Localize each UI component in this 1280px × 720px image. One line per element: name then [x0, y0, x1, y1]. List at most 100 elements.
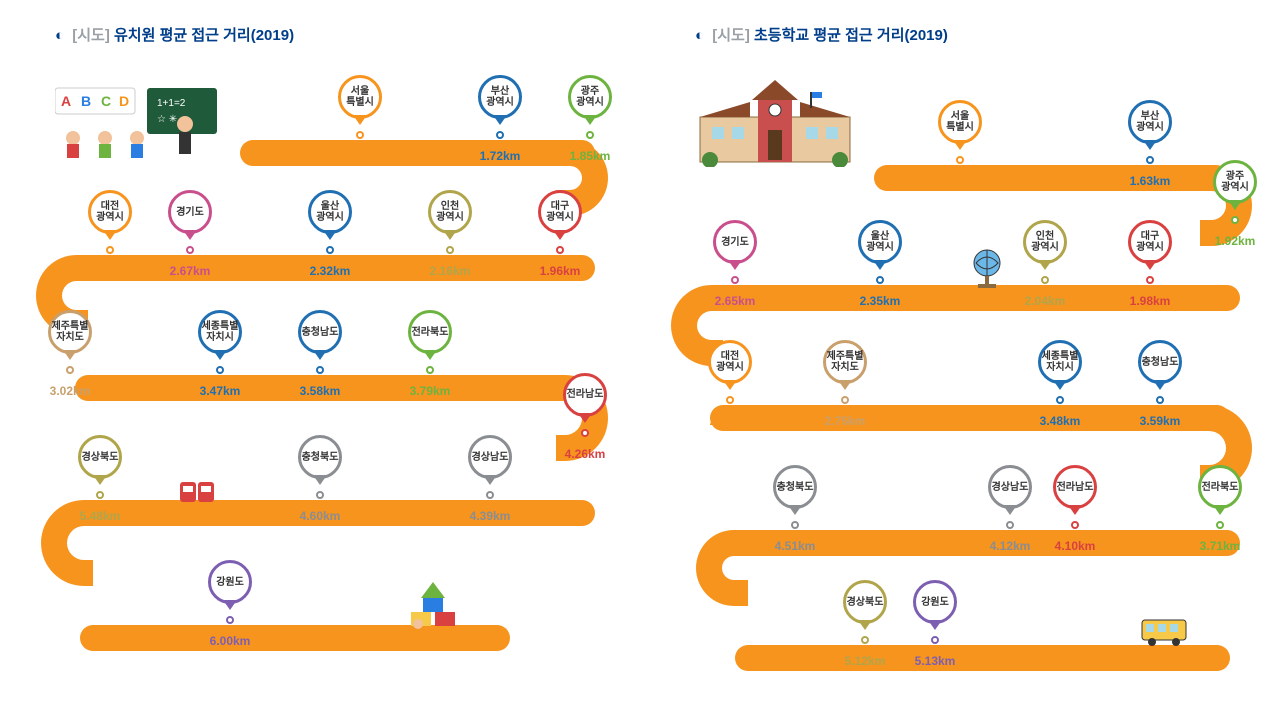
map-pin: 강원도5.13km: [910, 580, 960, 668]
left-title-prefix: [시도]: [72, 27, 110, 44]
pin-head: 전라북도: [1198, 465, 1242, 509]
pin-dot: [106, 246, 114, 254]
pin-dot: [356, 131, 364, 139]
map-pin: 충청남도3.58km: [295, 310, 345, 398]
pin-dot: [446, 246, 454, 254]
svg-text:1+1=2: 1+1=2: [157, 98, 186, 109]
map-pin: 경상북도5.12km: [840, 580, 890, 668]
pin-head: 대전 광역시: [708, 340, 752, 384]
map-pin: 경상남도4.39km: [465, 435, 515, 523]
pin-dot: [731, 276, 739, 284]
bullet-icon: ◐: [695, 27, 704, 44]
globe-illustration: [968, 247, 1006, 289]
bags-illustration: [178, 476, 218, 504]
pin-dot: [1146, 156, 1154, 164]
pin-dot: [1146, 276, 1154, 284]
road-segment: [874, 165, 1229, 191]
pin-dot: [1056, 396, 1064, 404]
map-pin: 경기도 2.67km: [165, 190, 215, 278]
pin-head: 부산 광역시: [1128, 100, 1172, 144]
pin-value: 3.71km: [1195, 539, 1245, 553]
road-segment: [735, 645, 1230, 671]
pin-value: 2.70km: [85, 264, 135, 278]
pin-head: 경상북도: [843, 580, 887, 624]
left-title-main: 유치원 평균 접근 거리(2019): [114, 27, 294, 44]
pin-value: 2.65km: [710, 294, 760, 308]
pin-value: 2.04km: [1020, 294, 1070, 308]
pin-dot: [1231, 216, 1239, 224]
pin-head: 제주특별 자치도: [48, 310, 92, 354]
map-pin: 충청북도4.60km: [295, 435, 345, 523]
pin-dot: [931, 636, 939, 644]
pin-head: 제주특별 자치도: [823, 340, 867, 384]
left-title: ◐ [시도] 유치원 평균 접근 거리(2019): [55, 24, 294, 45]
school-illustration: [690, 72, 860, 167]
svg-text:C: C: [101, 93, 111, 109]
pin-value: 3.02km: [45, 384, 95, 398]
pin-value: 1.85km: [565, 149, 615, 163]
pin-dot: [841, 396, 849, 404]
pin-value: 2.32km: [305, 264, 355, 278]
pin-dot: [791, 521, 799, 529]
pin-value: 2.67km: [165, 264, 215, 278]
pin-dot: [1156, 396, 1164, 404]
pin-value: 4.60km: [295, 509, 345, 523]
pin-dot: [316, 366, 324, 374]
map-pin: 충청북도4.51km: [770, 465, 820, 553]
map-pin: 충청남도3.59km: [1135, 340, 1185, 428]
pin-value: 1.96km: [535, 264, 585, 278]
classroom-illustration: 1+1=2 ☆ ✳ A B C D: [55, 82, 225, 162]
map-pin: 인천 광역시2.04km: [1020, 220, 1070, 308]
pin-value: 2.71km: [705, 414, 755, 428]
pin-head: 대구 광역시: [1128, 220, 1172, 264]
pin-value: 4.51km: [770, 539, 820, 553]
map-pin: 서울 특별시1.17km: [935, 100, 985, 188]
pin-head: 광주 광역시: [568, 75, 612, 119]
pin-value: 3.79km: [405, 384, 455, 398]
pin-head: 대전 광역시: [88, 190, 132, 234]
pin-head: 충청남도: [1138, 340, 1182, 384]
pin-dot: [586, 131, 594, 139]
pin-head: 광주 광역시: [1213, 160, 1257, 204]
map-pin: 부산 광역시1.63km: [1125, 100, 1175, 188]
map-pin: 세종특별 자치시 3.47km: [195, 310, 245, 398]
map-pin: 전라북도 3.71km: [1195, 465, 1245, 553]
pin-dot: [486, 491, 494, 499]
pin-value: 3.47km: [195, 384, 245, 398]
pin-value: 2.35km: [855, 294, 905, 308]
pin-head: 경기도: [168, 190, 212, 234]
pin-head: 서울 특별시: [338, 75, 382, 119]
pin-value: 1.72km: [475, 149, 525, 163]
pin-head: 경상남도: [468, 435, 512, 479]
map-pin: 경상남도 4.12km: [985, 465, 1035, 553]
pin-value: 2.75km: [820, 414, 870, 428]
map-pin: 세종특별 자치시3.48km: [1035, 340, 1085, 428]
pin-dot: [316, 491, 324, 499]
pin-dot: [496, 131, 504, 139]
pin-head: 세종특별 자치시: [1038, 340, 1082, 384]
pin-value: 4.26km: [560, 447, 610, 461]
pin-head: 강원도: [208, 560, 252, 604]
map-pin: 인천 광역시2.16km: [425, 190, 475, 278]
pin-dot: [861, 636, 869, 644]
pin-dot: [186, 246, 194, 254]
map-pin: 제주특별 자치도 2.75km: [820, 340, 870, 428]
bullet-icon: ◐: [55, 27, 64, 44]
pin-dot: [216, 366, 224, 374]
map-pin: 대전 광역시 2.70km: [85, 190, 135, 278]
pin-head: 경상남도: [988, 465, 1032, 509]
pin-dot: [66, 366, 74, 374]
pin-head: 대구 광역시: [538, 190, 582, 234]
right-panel: ◐ [시도] 초등학교 평균 접근 거리(2019): [640, 0, 1280, 720]
map-pin: 경상북도 5.48km: [75, 435, 125, 523]
pin-dot: [556, 246, 564, 254]
road-segment: [240, 140, 595, 166]
pin-value: 4.12km: [985, 539, 1035, 553]
pin-dot: [1216, 521, 1224, 529]
pin-head: 세종특별 자치시: [198, 310, 242, 354]
map-pin: 광주 광역시1.92km: [1210, 160, 1260, 248]
map-pin: 광주 광역시 1.85km: [565, 75, 615, 163]
left-panel: ◐ [시도] 유치원 평균 접근 거리(2019) 1+1=2 ☆ ✳ A B …: [0, 0, 640, 720]
pin-value: 5.48km: [75, 509, 125, 523]
pin-head: 경상북도: [78, 435, 122, 479]
